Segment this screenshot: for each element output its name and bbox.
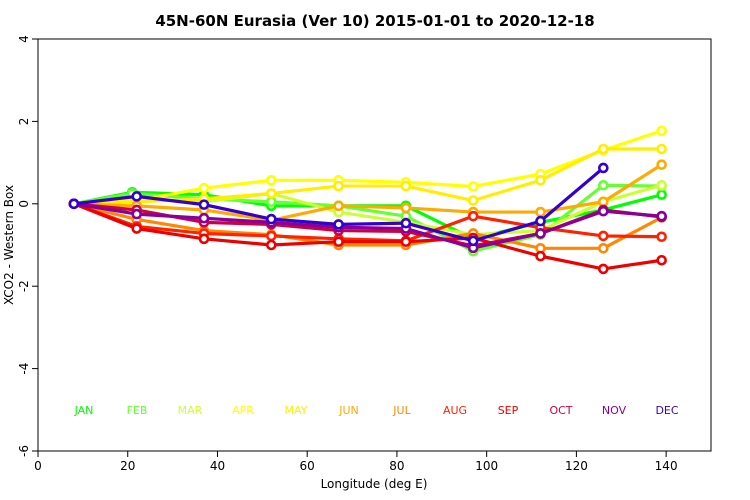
y-tick-label: 4 <box>17 35 31 43</box>
y-axis-ticks: -6 -4 -2 0 2 4 <box>17 35 38 457</box>
x-axis-label: Longitude (deg E) <box>321 477 428 491</box>
data-point <box>656 189 667 201</box>
data-point <box>198 199 210 210</box>
legend: JAN FEB MAR APR MAY JUN JUL AUG SEP OCT NOV DEC <box>74 404 679 417</box>
data-point <box>598 242 609 254</box>
data-point <box>598 196 609 208</box>
data-point <box>198 182 210 194</box>
x-tick-label: 40 <box>210 459 225 473</box>
data-point <box>400 236 412 248</box>
data-point <box>467 235 479 247</box>
series-nov <box>68 198 667 254</box>
legend-item-jan: JAN <box>74 404 94 417</box>
legend-item-oct: OCT <box>549 404 572 417</box>
data-point <box>598 230 609 242</box>
data-point <box>656 125 667 137</box>
x-axis-ticks: 0 20 40 60 80 100 120 140 <box>34 451 678 473</box>
data-point <box>656 210 667 222</box>
data-point <box>656 254 667 266</box>
data-point <box>598 263 609 275</box>
data-point <box>535 215 546 227</box>
chart-title: 45N-60N Eurasia (Ver 10) 2015-01-01 to 2… <box>155 12 594 30</box>
y-tick-label: -6 <box>17 445 31 457</box>
y-tick-label: 0 <box>17 200 31 208</box>
data-point <box>266 175 277 186</box>
data-point <box>656 159 667 170</box>
y-tick-label: 2 <box>17 118 31 126</box>
legend-item-feb: FEB <box>127 404 148 417</box>
x-tick-label: 80 <box>389 459 404 473</box>
x-tick-label: 120 <box>565 459 588 473</box>
data-point <box>333 180 344 192</box>
y-tick-label: -2 <box>17 280 31 292</box>
legend-item-jul: JUL <box>392 404 411 417</box>
data-point <box>535 250 546 262</box>
data-point <box>198 233 210 245</box>
series-line <box>73 163 663 222</box>
legend-item-sep: SEP <box>498 404 519 417</box>
data-point <box>598 205 609 217</box>
x-tick-label: 140 <box>655 459 678 473</box>
x-tick-label: 20 <box>120 459 135 473</box>
series-line <box>73 202 663 250</box>
x-tick-label: 0 <box>34 459 42 473</box>
legend-item-may: MAY <box>285 404 308 417</box>
data-point <box>198 212 210 224</box>
series-line <box>73 202 662 243</box>
data-point <box>131 223 143 234</box>
data-point <box>68 198 80 210</box>
data-point <box>598 162 609 174</box>
data-point <box>535 228 546 239</box>
legend-item-nov: NOV <box>602 404 627 417</box>
data-point <box>266 188 277 199</box>
data-point <box>467 210 479 222</box>
data-point <box>656 231 667 243</box>
y-tick-label: -4 <box>17 363 31 375</box>
data-point <box>266 213 277 225</box>
data-point <box>467 195 479 206</box>
data-point <box>266 196 277 208</box>
y-axis-label: XCO2 - Western Box <box>2 185 16 305</box>
data-point <box>656 179 667 191</box>
x-tick-label: 60 <box>300 459 315 473</box>
data-point <box>333 200 344 212</box>
legend-item-aug: AUG <box>443 404 467 417</box>
data-point <box>535 206 546 218</box>
data-point <box>266 230 277 242</box>
data-point <box>131 208 143 220</box>
legend-item-apr: APR <box>232 404 254 417</box>
legend-item-dec: DEC <box>655 404 678 417</box>
data-point <box>400 202 412 214</box>
data-point <box>467 181 479 192</box>
series-line <box>73 129 663 206</box>
data-point <box>400 217 412 229</box>
series-line <box>73 202 662 271</box>
legend-item-jun: JUN <box>338 404 359 417</box>
series-line <box>73 202 662 250</box>
plot-frame <box>37 38 712 452</box>
legend-item-mar: MAR <box>178 404 203 417</box>
data-point <box>656 143 667 155</box>
data-point <box>333 236 344 248</box>
data-point <box>598 143 609 155</box>
series-dec <box>68 162 609 247</box>
data-point <box>131 191 143 202</box>
x-tick-label: 100 <box>475 459 498 473</box>
data-point <box>598 179 609 191</box>
data-point <box>333 219 344 230</box>
data-point <box>400 180 412 192</box>
series-apr <box>68 125 667 210</box>
series-layer <box>68 125 667 275</box>
data-point <box>535 175 546 186</box>
data-point <box>266 239 277 251</box>
